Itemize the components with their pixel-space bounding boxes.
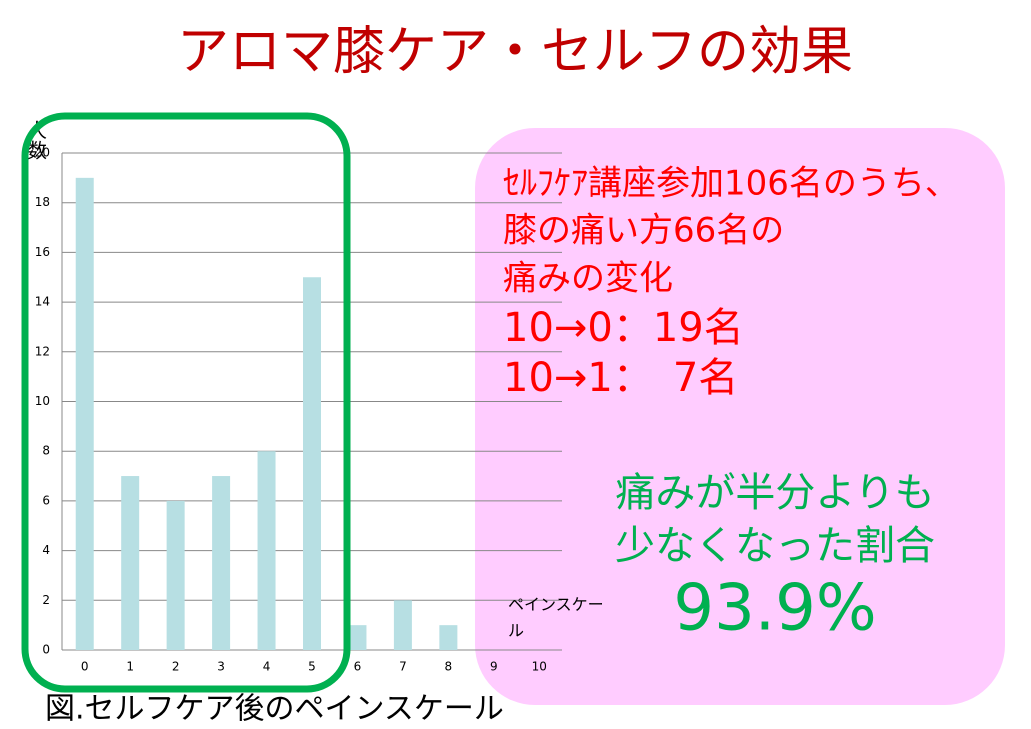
bar <box>212 476 231 650</box>
x-tick-label: 4 <box>263 660 271 674</box>
x-tick-label: 8 <box>445 660 453 674</box>
y-tick-label: 12 <box>35 344 50 358</box>
bar <box>303 277 321 650</box>
y-tick-label: 10 <box>35 394 50 408</box>
x-tick-label: 3 <box>217 660 225 674</box>
x-tick-label: 10 <box>532 660 547 674</box>
info-text: 10→1： 7名 <box>503 355 738 401</box>
x-tick-label: 6 <box>354 660 362 674</box>
x-tick-label: 9 <box>490 660 498 674</box>
slide-title: アロマ膝ケア・セルフの効果 <box>177 22 853 82</box>
x-tick-label: 7 <box>399 660 407 674</box>
bar <box>121 476 140 650</box>
bar <box>75 177 94 650</box>
y-tick-label: 20 <box>35 146 50 160</box>
info-box <box>475 128 1005 705</box>
bar <box>348 625 367 650</box>
highlight-text: 少なくなった割合 <box>615 523 935 569</box>
x-tick-label: 2 <box>172 660 180 674</box>
x-tick-label: 1 <box>126 660 134 674</box>
caption: 図.セルフケア後のペインスケール <box>45 692 504 727</box>
info-text: 10→0：19名 <box>503 305 744 351</box>
y-tick-label: 4 <box>42 543 50 557</box>
info-text: 膝の痛い方66名の <box>503 211 784 251</box>
bar <box>257 451 276 650</box>
y-tick-label: 2 <box>42 593 50 607</box>
info-text: ｾﾙﾌｹｱ講座参加106名のうち、 <box>503 164 959 204</box>
info-text: 痛みの変化 <box>503 259 673 299</box>
percent-text: 93.9% <box>673 572 876 646</box>
highlight-frame <box>21 112 351 693</box>
y-tick-label: 6 <box>42 493 50 507</box>
x-tick-label: 5 <box>308 660 316 674</box>
y-tick-label: 14 <box>35 295 50 309</box>
y-tick-label: 0 <box>42 643 50 657</box>
y-tick-label: 18 <box>35 195 50 209</box>
highlight-text: 痛みが半分よりも <box>615 470 934 516</box>
bar <box>439 625 458 650</box>
x-tick-label: 0 <box>81 660 89 674</box>
x-axis-label: ペインスケール <box>508 595 604 640</box>
y-tick-label: 8 <box>42 444 50 458</box>
bar <box>393 600 412 650</box>
bar <box>166 500 185 650</box>
y-tick-label: 16 <box>35 245 50 259</box>
